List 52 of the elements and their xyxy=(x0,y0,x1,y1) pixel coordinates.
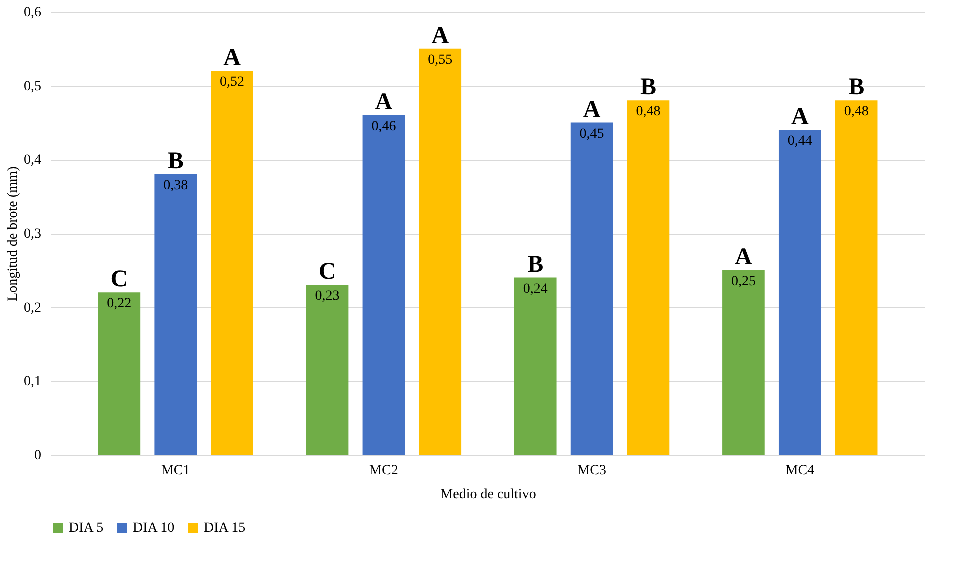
bar xyxy=(835,100,878,455)
legend-label: DIA 15 xyxy=(204,521,246,536)
bar xyxy=(306,285,349,455)
data-label: 0,48 xyxy=(636,104,661,120)
y-tick-label: 0,2 xyxy=(24,300,42,316)
annotation: B xyxy=(848,74,865,101)
bar xyxy=(514,278,557,455)
annotation: B xyxy=(168,148,184,174)
data-label: 0,23 xyxy=(315,289,340,304)
bar xyxy=(98,292,141,455)
annotation: A xyxy=(791,104,810,130)
annotation: A xyxy=(375,89,394,116)
legend-label: DIA 10 xyxy=(133,521,175,536)
data-label: 0,22 xyxy=(107,296,132,312)
data-label: 0,48 xyxy=(844,104,869,120)
y-axis-title: Longitud de brote (mm) xyxy=(6,166,21,302)
bar xyxy=(419,48,462,455)
data-label: 0,45 xyxy=(580,126,604,142)
bar xyxy=(570,122,614,455)
annotation: A xyxy=(735,244,754,270)
data-label: 0,25 xyxy=(731,274,756,290)
bar xyxy=(154,174,198,455)
x-tick-label: MC2 xyxy=(370,464,398,478)
data-label: 0,38 xyxy=(164,178,188,194)
annotation: C xyxy=(110,266,128,293)
y-tick-label: 0,3 xyxy=(24,227,42,242)
x-tick-label: MC3 xyxy=(578,464,606,478)
data-label: 0,24 xyxy=(523,282,548,297)
x-axis-title: Medio de cultivo xyxy=(440,488,536,502)
y-tick-label: 0,4 xyxy=(24,153,42,168)
bar xyxy=(362,115,406,455)
legend-label: DIA 5 xyxy=(69,521,104,536)
bar xyxy=(211,71,254,455)
data-label: 0,46 xyxy=(372,119,396,134)
y-tick-label: 0,6 xyxy=(24,6,42,20)
annotation: C xyxy=(318,259,336,286)
x-tick-label: MC4 xyxy=(786,464,815,478)
data-label: 0,44 xyxy=(788,134,812,150)
annotation: A xyxy=(224,45,242,72)
data-label: 0,52 xyxy=(220,75,245,90)
y-tick-label: 0,1 xyxy=(24,374,42,390)
annotation: A xyxy=(432,22,450,49)
annotation: A xyxy=(583,96,602,123)
annotation: B xyxy=(528,252,544,278)
annotation: B xyxy=(640,74,656,101)
bar xyxy=(722,270,765,455)
bar xyxy=(627,100,670,455)
x-tick-label: MC1 xyxy=(161,464,190,478)
data-label: 0,55 xyxy=(428,52,453,68)
y-tick-label: 0,5 xyxy=(24,79,42,94)
y-tick-label: 0 xyxy=(34,448,42,464)
bar xyxy=(778,130,822,455)
